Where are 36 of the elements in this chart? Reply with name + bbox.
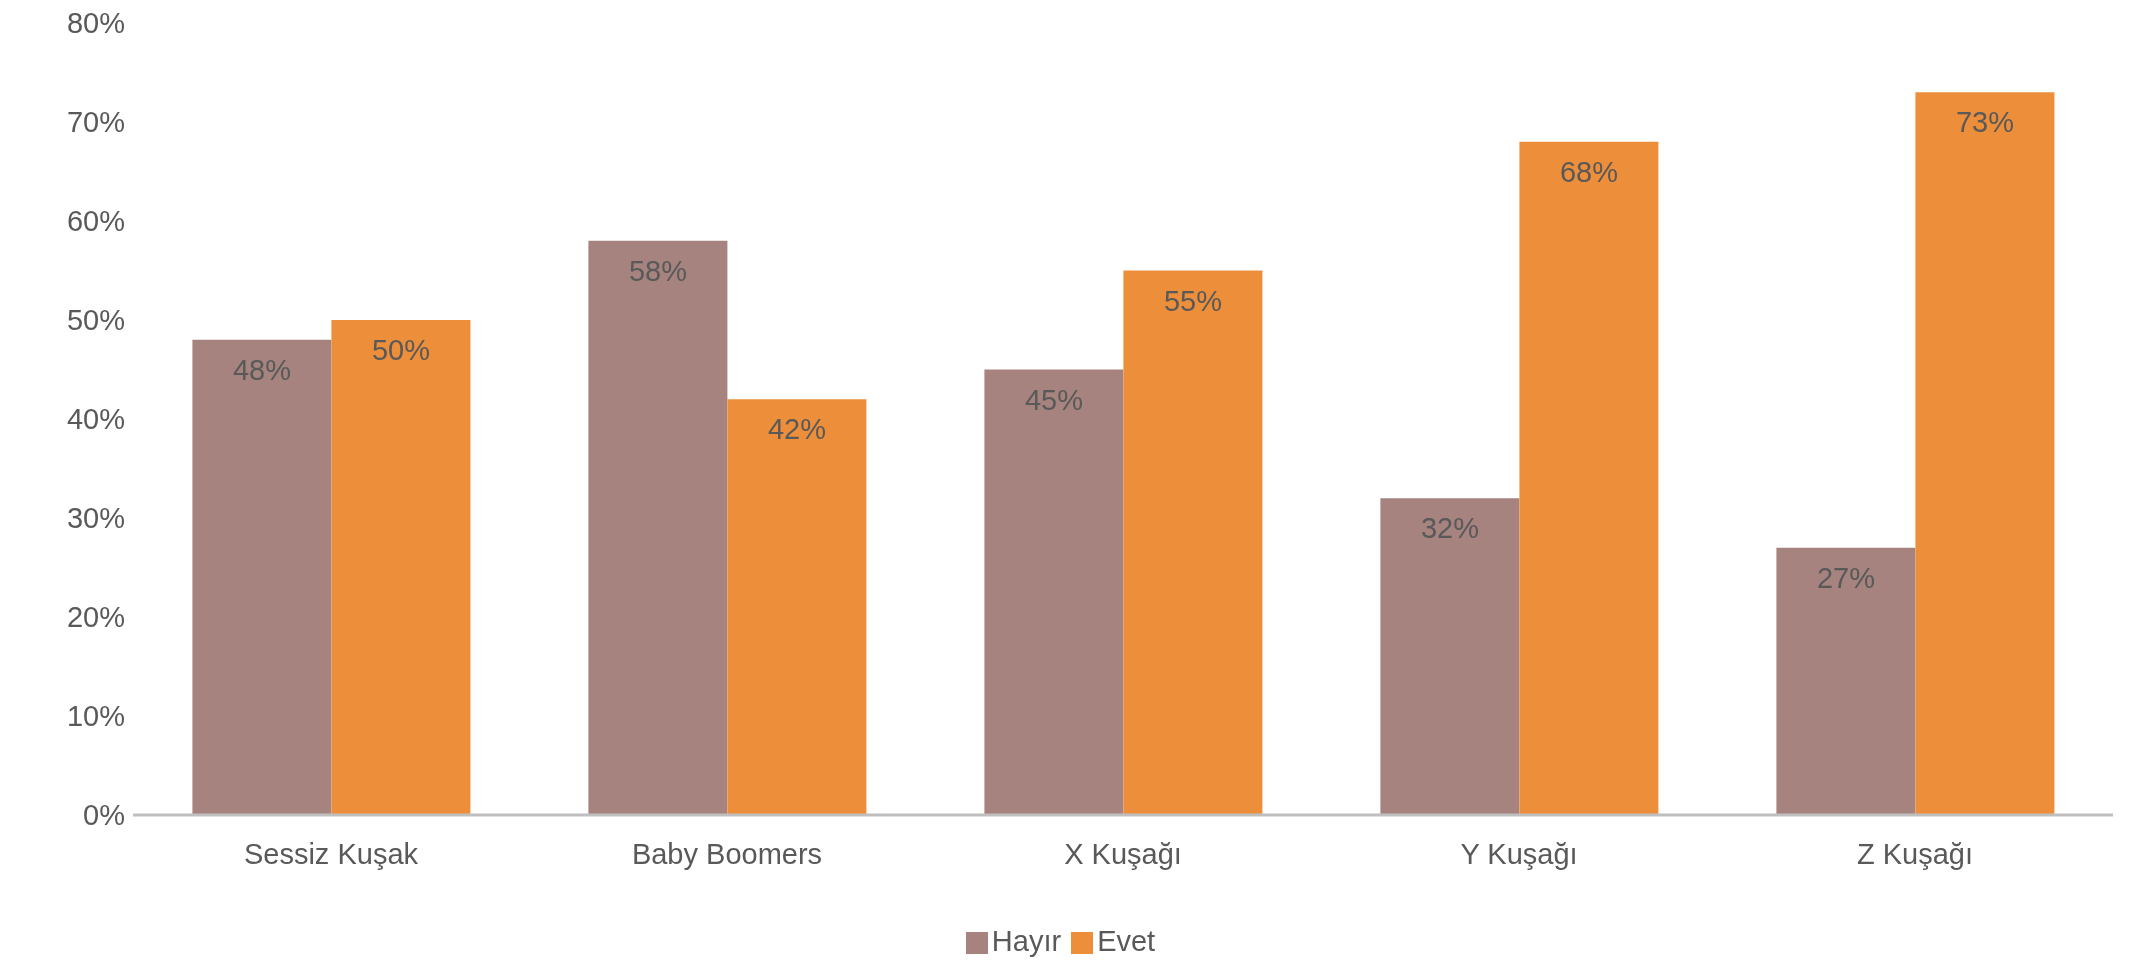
y-tick-label: 20% [66, 601, 125, 634]
data-label: 48% [232, 353, 291, 386]
data-label: 50% [371, 334, 430, 366]
x-tick-label: Z Kuşağı [1856, 837, 1974, 870]
data-label: 73% [1955, 106, 2014, 139]
y-tick-label: 0% [83, 799, 125, 832]
y-tick-label: 10% [66, 700, 125, 733]
legend-label: Hayır [991, 925, 1062, 957]
bar [192, 339, 332, 815]
bar [588, 240, 728, 815]
x-tick-label: Baby Boomers [631, 837, 823, 870]
bar [984, 369, 1124, 815]
bar [1123, 270, 1263, 815]
data-label: 55% [1163, 284, 1222, 317]
bar [331, 320, 471, 815]
y-tick-label: 40% [66, 403, 125, 436]
x-tick-label: Y Kuşağı [1460, 837, 1578, 870]
y-tick-label: 70% [66, 106, 125, 139]
data-label: 27% [1816, 561, 1875, 594]
y-tick-label: 30% [66, 502, 125, 535]
x-tick-label: X Kuşağı [1064, 837, 1182, 870]
legend-label: Evet [1097, 925, 1156, 957]
y-tick-label: 80% [66, 7, 125, 40]
bar [727, 399, 867, 815]
data-label: 45% [1024, 383, 1083, 416]
data-label: 42% [767, 413, 826, 446]
x-tick-label: Sessiz Kuşak [243, 837, 419, 870]
bar [1519, 141, 1659, 815]
bar [1380, 498, 1520, 815]
bar [1915, 92, 2055, 815]
bar [1776, 547, 1916, 815]
data-label: 68% [1559, 155, 1618, 188]
data-label: 58% [628, 254, 687, 287]
y-tick-label: 60% [66, 205, 125, 238]
data-label: 32% [1420, 512, 1479, 545]
y-tick-label: 50% [66, 304, 125, 337]
